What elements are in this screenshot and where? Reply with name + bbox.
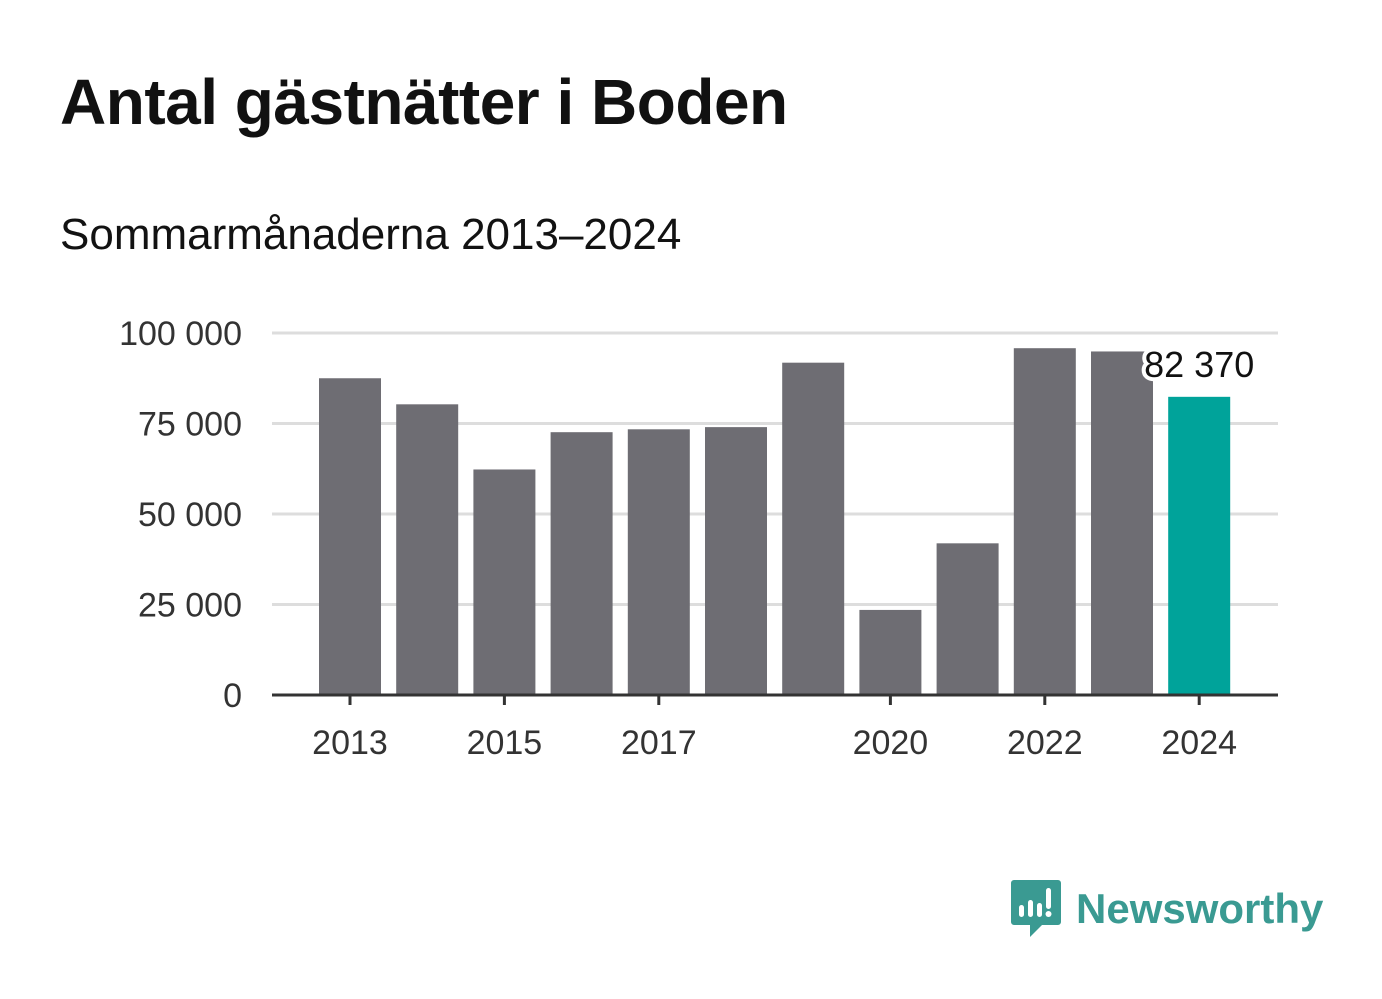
chart-title: Antal gästnätter i Boden	[60, 66, 788, 138]
newsworthy-logo: Newsworthy	[1010, 878, 1323, 940]
bar	[550, 432, 613, 695]
bar-highlighted	[1168, 396, 1231, 695]
bar	[473, 469, 536, 695]
y-tick-label: 50 000	[138, 496, 242, 534]
y-tick-label: 0	[223, 677, 242, 715]
bar	[627, 429, 690, 695]
value-label: 82 370	[1144, 344, 1254, 385]
y-tick-label: 100 000	[119, 315, 242, 353]
x-tick-label: 2024	[1161, 724, 1237, 762]
bar	[705, 427, 767, 695]
chart-subtitle: Sommarmånaderna 2013–2024	[60, 210, 682, 259]
y-tick-label: 25 000	[138, 587, 242, 625]
x-tick-label: 2015	[467, 724, 543, 762]
x-tick-label: 2017	[621, 724, 697, 762]
x-tick-label: 2022	[1007, 724, 1083, 762]
bar	[396, 404, 459, 695]
bar	[1091, 351, 1153, 695]
bar-chart-speech-bubble-icon	[1011, 880, 1061, 937]
bar	[859, 609, 922, 695]
y-tick-label: 75 000	[138, 406, 242, 444]
x-tick-label: 2013	[312, 724, 388, 762]
bar	[319, 378, 381, 695]
bar	[782, 362, 845, 695]
logo-text: Newsworthy	[1076, 885, 1324, 932]
x-tick-label: 2020	[853, 724, 929, 762]
bar	[936, 543, 999, 695]
bar	[1013, 348, 1076, 695]
bar-chart: 0 25 000 50 000 75 000 100 000 2013 2015 2017 20…	[119, 315, 1278, 762]
